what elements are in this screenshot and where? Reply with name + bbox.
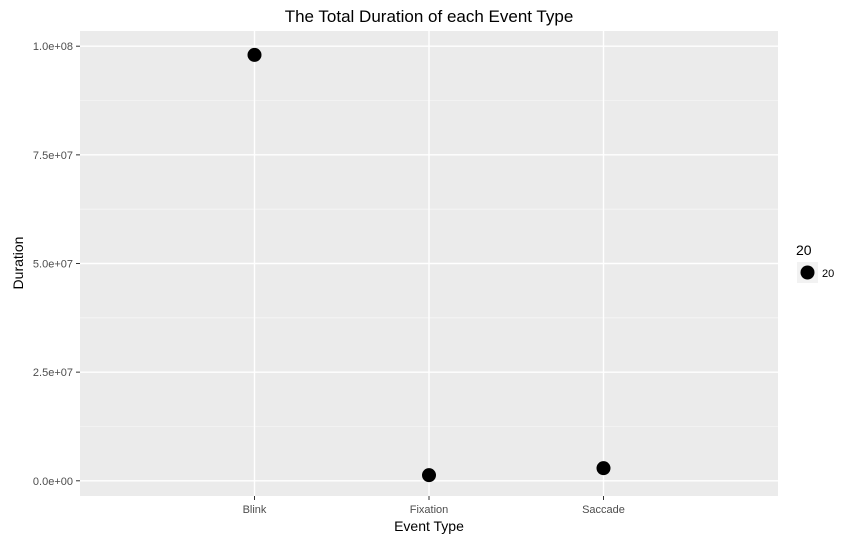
y-axis-ticks: 0.0e+00 2.5e+07 5.0e+07 7.5e+07 1.0e+08 xyxy=(33,41,80,488)
legend-title: 20 xyxy=(796,242,812,258)
y-tick-label: 5.0e+07 xyxy=(33,259,73,271)
x-tick-label: Fixation xyxy=(410,504,449,516)
x-tick-label: Blink xyxy=(243,504,267,516)
y-axis-label: Duration xyxy=(10,237,26,290)
x-tick-label: Saccade xyxy=(582,504,625,516)
x-axis-label: Event Type xyxy=(394,518,464,534)
legend: 20 20 xyxy=(796,242,834,283)
data-points xyxy=(247,47,611,483)
x-axis-ticks: Blink Fixation Saccade xyxy=(243,496,625,516)
y-tick-label: 2.5e+07 xyxy=(33,367,73,379)
data-point-blink xyxy=(247,47,262,62)
y-tick-label: 0.0e+00 xyxy=(33,476,73,488)
data-point-fixation xyxy=(422,468,436,483)
grid-major-x-lines xyxy=(253,31,605,496)
chart-title: The Total Duration of each Event Type xyxy=(285,7,574,26)
data-point-saccade xyxy=(596,461,611,476)
legend-point-marker xyxy=(800,265,815,280)
y-tick-label: 1.0e+08 xyxy=(33,41,73,53)
y-tick-label: 7.5e+07 xyxy=(33,150,73,162)
legend-entry-label: 20 xyxy=(822,268,834,280)
